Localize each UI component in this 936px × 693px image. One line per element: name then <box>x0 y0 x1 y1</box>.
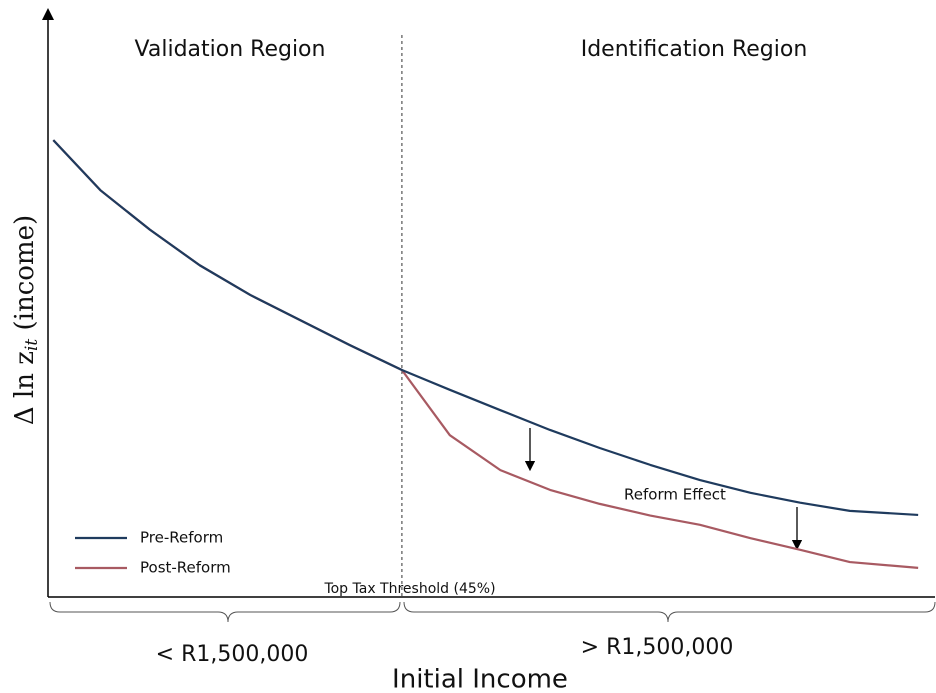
threshold-label: Top Tax Threshold (45%) <box>323 581 495 597</box>
brace <box>403 601 936 623</box>
range-label: > R1,500,000 <box>581 635 734 660</box>
line <box>52 139 919 569</box>
y-label-part: (income) <box>10 215 40 339</box>
region-label: Identification Region <box>581 37 808 62</box>
range-label: < R1,500,000 <box>156 642 309 667</box>
y-label-part: it <box>22 339 42 351</box>
legend-label: Pre-Reform <box>140 529 223 547</box>
legend-label: Post-Reform <box>140 559 231 577</box>
y-label-part: Δ ln z <box>10 351 40 425</box>
line <box>52 139 919 517</box>
brace <box>49 601 401 623</box>
y-axis-label: Δ ln zit (income) <box>10 215 42 425</box>
x-axis-label: Initial Income <box>392 665 568 693</box>
region-label: Validation Region <box>135 37 326 62</box>
annotation: Reform Effect <box>624 486 726 504</box>
